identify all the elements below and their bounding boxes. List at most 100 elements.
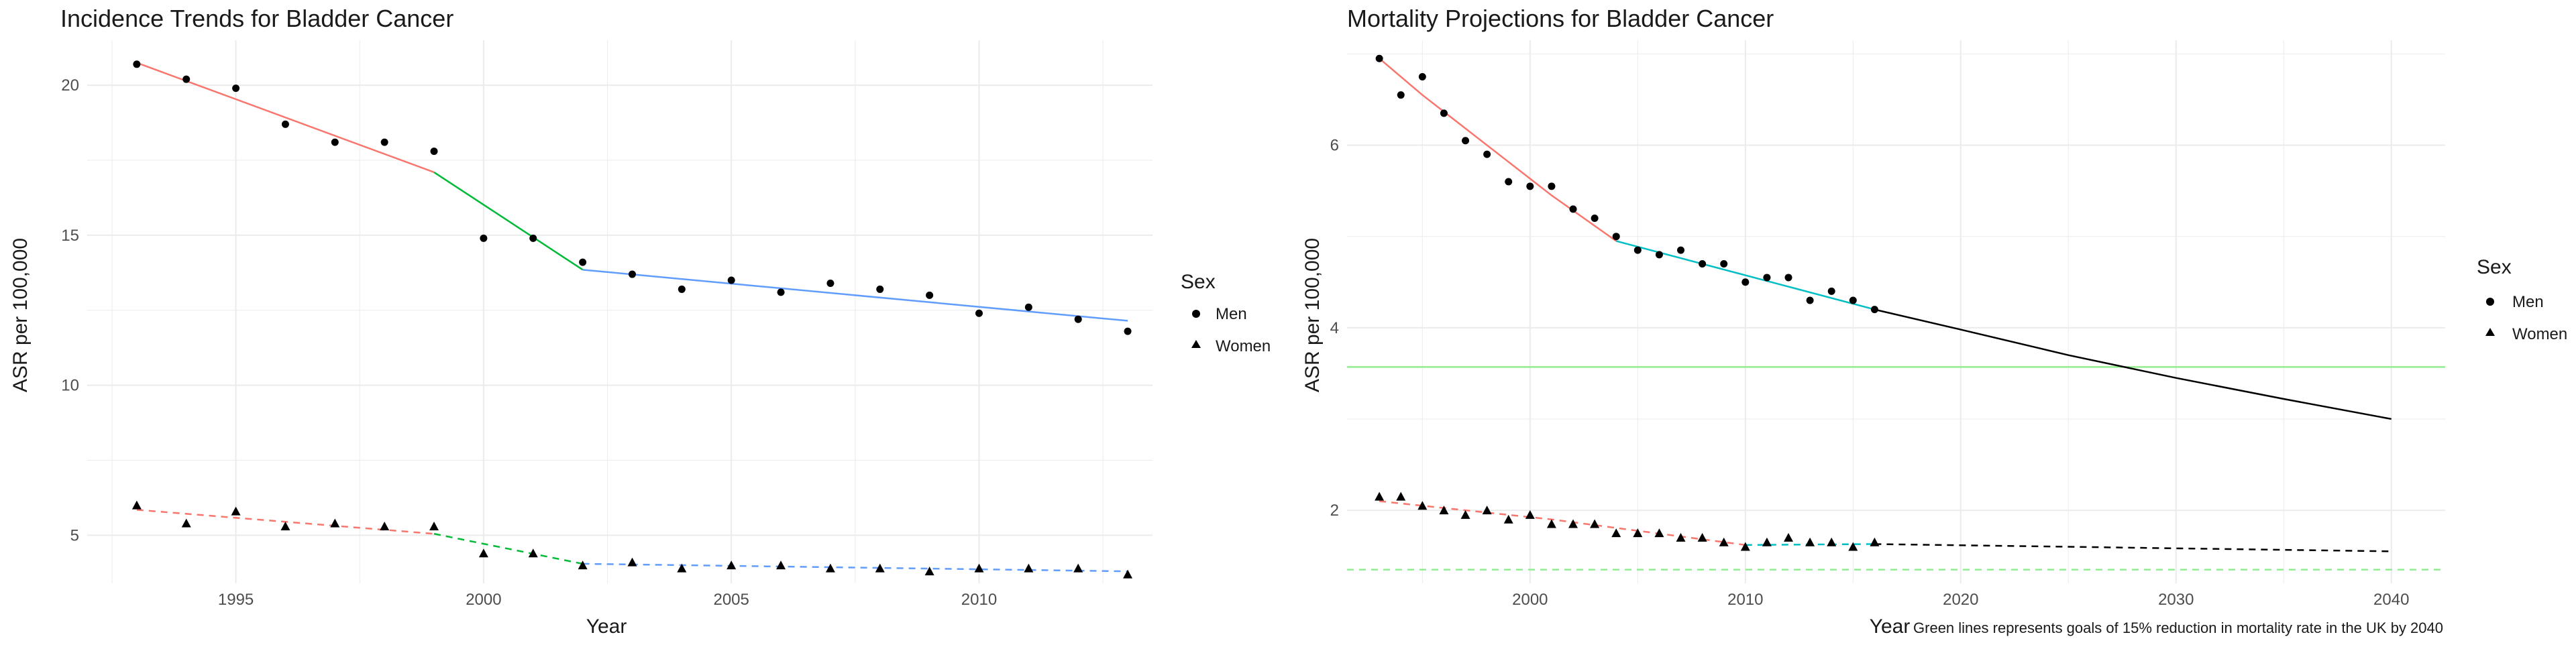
mortality-trend-line-men bbox=[1874, 308, 2392, 420]
incidence-y-tick-label: 20 bbox=[61, 76, 79, 95]
incidence-point-women bbox=[1123, 569, 1133, 579]
incidence-point-men bbox=[727, 276, 735, 284]
mortality-point-men bbox=[1763, 274, 1771, 282]
mortality-point-women bbox=[1654, 528, 1664, 538]
incidence-point-men bbox=[826, 279, 835, 287]
mortality-point-women bbox=[1719, 537, 1729, 546]
mortality-y-tick-label: 2 bbox=[1330, 502, 1339, 520]
mortality-point-men bbox=[1806, 296, 1814, 304]
incidence-point-men bbox=[133, 60, 141, 68]
mortality-plot-area: 2000 2010 2020 2030 2040 2 4 6 bbox=[1330, 40, 2445, 609]
mortality-legend: Sex Men Women bbox=[2477, 256, 2567, 343]
mortality-point-men bbox=[1440, 109, 1448, 117]
incidence-y-label: ASR per 100,000 bbox=[9, 238, 32, 392]
incidence-point-women bbox=[924, 567, 934, 576]
mortality-point-men bbox=[1784, 274, 1792, 282]
mortality-x-tick-label: 2000 bbox=[1512, 591, 1548, 609]
incidence-point-women bbox=[429, 521, 439, 530]
incidence-point-men bbox=[380, 138, 388, 146]
incidence-point-women bbox=[727, 561, 737, 570]
incidence-legend-title: Sex bbox=[1181, 271, 1216, 293]
incidence-y-tick-label: 5 bbox=[70, 526, 79, 544]
mortality-point-women bbox=[1611, 528, 1621, 538]
mortality-point-women bbox=[1633, 528, 1643, 538]
incidence-point-women bbox=[974, 563, 984, 573]
mortality-title: Mortality Projections for Bladder Cancer bbox=[1347, 5, 1774, 32]
incidence-legend-men-label: Men bbox=[1216, 305, 1247, 323]
mortality-point-women bbox=[1827, 537, 1837, 546]
incidence-point-men bbox=[926, 291, 934, 299]
mortality-y-label: ASR per 100,000 bbox=[1301, 238, 1324, 392]
incidence-point-women bbox=[776, 561, 786, 570]
mortality-legend-men-label: Men bbox=[2512, 293, 2544, 311]
incidence-point-men bbox=[529, 234, 537, 242]
mortality-point-women bbox=[1805, 537, 1815, 546]
incidence-point-men bbox=[876, 285, 884, 293]
incidence-x-tick-label: 2005 bbox=[713, 591, 749, 609]
incidence-point-men bbox=[281, 120, 289, 128]
mortality-point-women bbox=[1439, 506, 1449, 515]
incidence-point-women bbox=[1073, 563, 1083, 573]
mortality-point-men bbox=[1483, 150, 1491, 158]
incidence-point-women bbox=[181, 518, 191, 528]
mortality-point-men bbox=[1720, 260, 1728, 268]
mortality-point-men bbox=[1870, 306, 1878, 314]
incidence-point-women bbox=[330, 518, 340, 528]
incidence-point-men bbox=[232, 84, 240, 93]
incidence-point-women bbox=[1024, 563, 1034, 573]
mortality-legend-title: Sex bbox=[2477, 256, 2512, 278]
mortality-point-women bbox=[1482, 506, 1492, 515]
incidence-point-women bbox=[875, 563, 885, 573]
incidence-x-tick-label: 2000 bbox=[466, 591, 501, 609]
incidence-panel: Incidence Trends for Bladder Cancer 1995… bbox=[9, 5, 1271, 638]
incidence-point-women bbox=[825, 563, 835, 573]
mortality-x-tick-label: 2010 bbox=[1727, 591, 1763, 609]
incidence-x-label: Year bbox=[586, 615, 627, 638]
incidence-legend-women-label: Women bbox=[1216, 337, 1271, 355]
incidence-point-men bbox=[579, 258, 587, 266]
incidence-legend-men-marker bbox=[1192, 310, 1200, 318]
mortality-point-men bbox=[1741, 278, 1750, 286]
incidence-point-women bbox=[131, 500, 142, 510]
mortality-point-men bbox=[1526, 182, 1534, 190]
mortality-point-women bbox=[1375, 491, 1385, 501]
mortality-legend-men-marker bbox=[2486, 298, 2494, 306]
mortality-point-women bbox=[1762, 537, 1772, 546]
incidence-point-men bbox=[777, 288, 785, 296]
incidence-point-women bbox=[627, 557, 637, 567]
mortality-x-tick-label: 2030 bbox=[2158, 591, 2194, 609]
mortality-panel: Mortality Projections for Bladder Cancer… bbox=[1301, 5, 2567, 638]
incidence-trend-line-women bbox=[582, 563, 1128, 573]
mortality-point-women bbox=[1417, 501, 1428, 510]
mortality-point-women bbox=[1503, 514, 1513, 524]
mortality-point-men bbox=[1655, 251, 1663, 259]
mortality-point-men bbox=[1591, 214, 1599, 222]
mortality-point-women bbox=[1568, 519, 1578, 528]
incidence-legend: Sex Men Women bbox=[1181, 271, 1271, 355]
mortality-point-men bbox=[1548, 182, 1556, 190]
incidence-point-women bbox=[578, 561, 588, 570]
incidence-point-women bbox=[280, 521, 290, 530]
incidence-point-women bbox=[528, 548, 538, 558]
incidence-point-women bbox=[231, 506, 241, 516]
mortality-trend-line-women bbox=[1874, 543, 2392, 552]
mortality-point-men bbox=[1418, 72, 1426, 80]
incidence-point-men bbox=[678, 285, 686, 293]
mortality-point-men bbox=[1677, 246, 1685, 254]
mortality-point-women bbox=[1740, 542, 1750, 551]
incidence-legend-women-marker bbox=[1191, 340, 1201, 348]
incidence-point-men bbox=[975, 309, 983, 317]
mortality-x-tick-label: 2040 bbox=[2373, 591, 2409, 609]
mortality-legend-women-marker bbox=[2485, 328, 2495, 336]
mortality-point-men bbox=[1397, 91, 1405, 99]
mortality-point-men bbox=[1849, 296, 1857, 304]
mortality-point-men bbox=[1569, 205, 1577, 213]
incidence-x-tick-label: 1995 bbox=[218, 591, 254, 609]
incidence-point-men bbox=[182, 75, 191, 83]
mortality-point-women bbox=[1697, 532, 1707, 542]
incidence-x-tick-label: 2010 bbox=[961, 591, 997, 609]
incidence-trend-line-men bbox=[582, 269, 1128, 322]
incidence-point-men bbox=[1024, 303, 1032, 311]
incidence-point-men bbox=[430, 148, 438, 156]
incidence-point-men bbox=[331, 138, 339, 146]
